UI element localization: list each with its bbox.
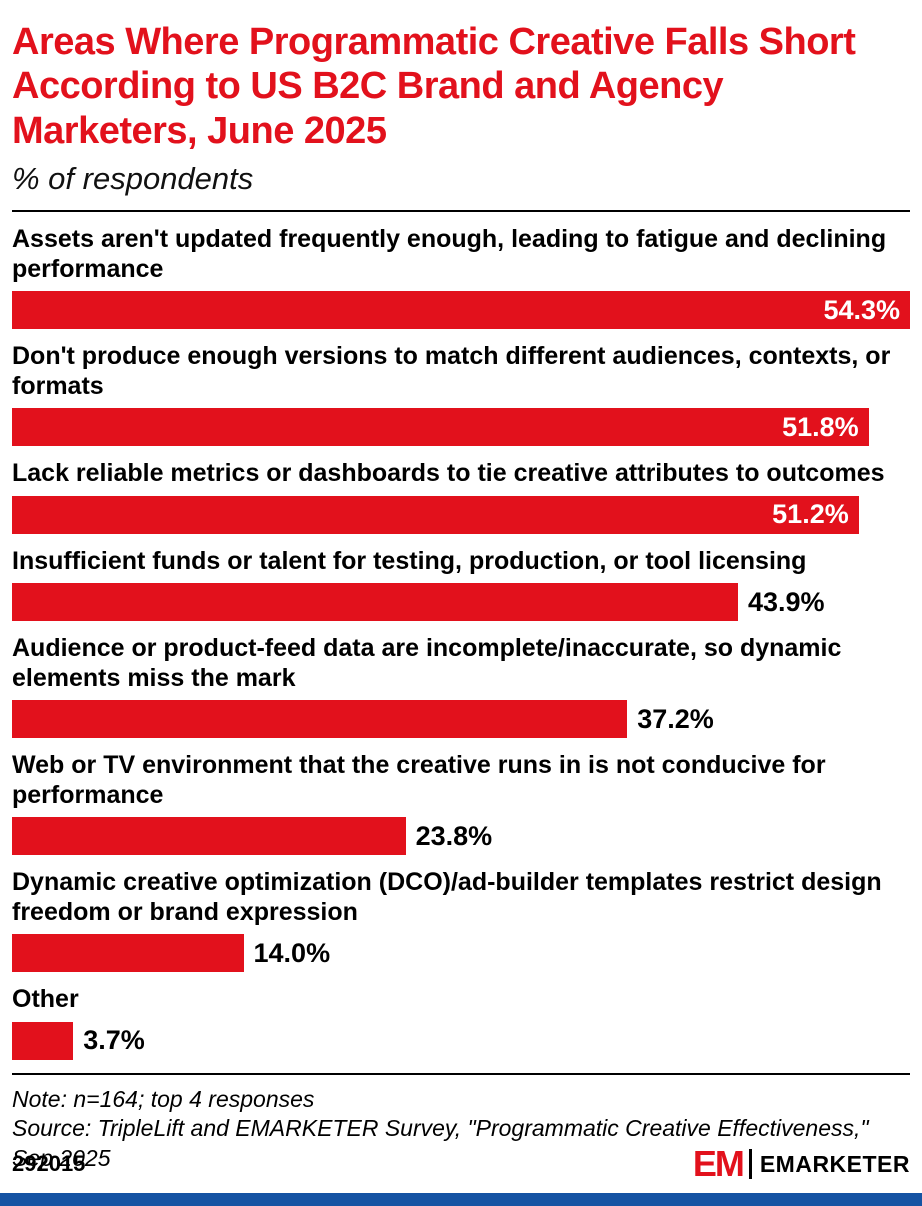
category-label: Web or TV environment that the creative … bbox=[12, 751, 826, 809]
bar-row: Don't produce enough versions to match d… bbox=[12, 342, 910, 446]
category-label: Assets aren't updated frequently enough,… bbox=[12, 225, 887, 283]
bar: 54.3% bbox=[12, 291, 910, 329]
logo-wordmark: EMARKETER bbox=[759, 1150, 910, 1177]
bar-row: Audience or product-feed data are incomp… bbox=[12, 634, 910, 738]
bar-chart: Assets aren't updated frequently enough,… bbox=[12, 225, 910, 1060]
bar bbox=[12, 934, 244, 972]
value-label: 51.2% bbox=[772, 499, 849, 529]
bottom-divider bbox=[12, 1072, 910, 1075]
bar-row: Lack reliable metrics or dashboards to t… bbox=[12, 459, 910, 534]
chart-title: Areas Where Programmatic Creative Falls … bbox=[12, 21, 856, 152]
logo-em-mark: EM bbox=[692, 1143, 745, 1184]
value-label: 37.2% bbox=[637, 703, 714, 734]
chart-header: Areas Where Programmatic Creative Falls … bbox=[12, 20, 910, 197]
note-line: Note: n=164; top 4 responses bbox=[12, 1085, 315, 1112]
category-label: Insufficient funds or talent for testing… bbox=[12, 546, 807, 575]
bar-row: Web or TV environment that the creative … bbox=[12, 751, 910, 855]
category-label: Dynamic creative optimization (DCO)/ad-b… bbox=[12, 868, 882, 926]
bar-track: 51.2% bbox=[12, 495, 910, 534]
bar-row: Assets aren't updated frequently enough,… bbox=[12, 225, 910, 329]
bottom-accent-bar bbox=[0, 1193, 922, 1206]
value-label: 43.9% bbox=[748, 586, 825, 617]
bar-row: Other 3.7% bbox=[12, 985, 910, 1060]
value-label: 3.7% bbox=[83, 1025, 145, 1055]
bar-track: 43.9% bbox=[12, 583, 910, 621]
value-label: 51.8% bbox=[782, 411, 859, 442]
bar-track: 54.3% bbox=[12, 291, 910, 329]
category-label: Lack reliable metrics or dashboards to t… bbox=[12, 459, 885, 487]
logo-separator-bar bbox=[748, 1149, 752, 1179]
bar: 51.8% bbox=[12, 408, 869, 446]
category-label: Don't produce enough versions to match d… bbox=[12, 342, 891, 400]
emarketer-logo: EM EMARKETER bbox=[693, 1146, 910, 1182]
source-line: Source: TripleLift and EMARKETER Survey,… bbox=[12, 1115, 869, 1172]
bar-track: 37.2% bbox=[12, 700, 910, 738]
value-label: 54.3% bbox=[823, 294, 900, 325]
category-label: Audience or product-feed data are incomp… bbox=[12, 634, 842, 692]
chart-notes: Note: n=164; top 4 responses Source: Tri… bbox=[12, 1085, 910, 1175]
bar-track: 51.8% bbox=[12, 408, 910, 446]
chart-id: 292015 bbox=[12, 1151, 86, 1176]
value-label: 23.8% bbox=[415, 820, 493, 851]
category-label: Other bbox=[12, 985, 79, 1013]
bar-track: 23.8% bbox=[12, 817, 910, 855]
chart-footer: 292015 EM EMARKETER bbox=[12, 1146, 910, 1182]
bar-track: 3.7% bbox=[12, 1021, 910, 1060]
top-divider bbox=[12, 210, 910, 212]
bar bbox=[12, 583, 738, 621]
bar bbox=[12, 817, 406, 855]
bar: 51.2% bbox=[12, 495, 859, 534]
bar-track: 14.0% bbox=[12, 934, 910, 972]
bar bbox=[12, 1021, 74, 1060]
chart-subtitle: % of respondents bbox=[12, 161, 254, 197]
bar bbox=[12, 700, 628, 738]
value-label: 14.0% bbox=[253, 937, 331, 968]
bar-row: Insufficient funds or talent for testing… bbox=[12, 546, 910, 621]
bar-row: Dynamic creative optimization (DCO)/ad-b… bbox=[12, 868, 910, 972]
